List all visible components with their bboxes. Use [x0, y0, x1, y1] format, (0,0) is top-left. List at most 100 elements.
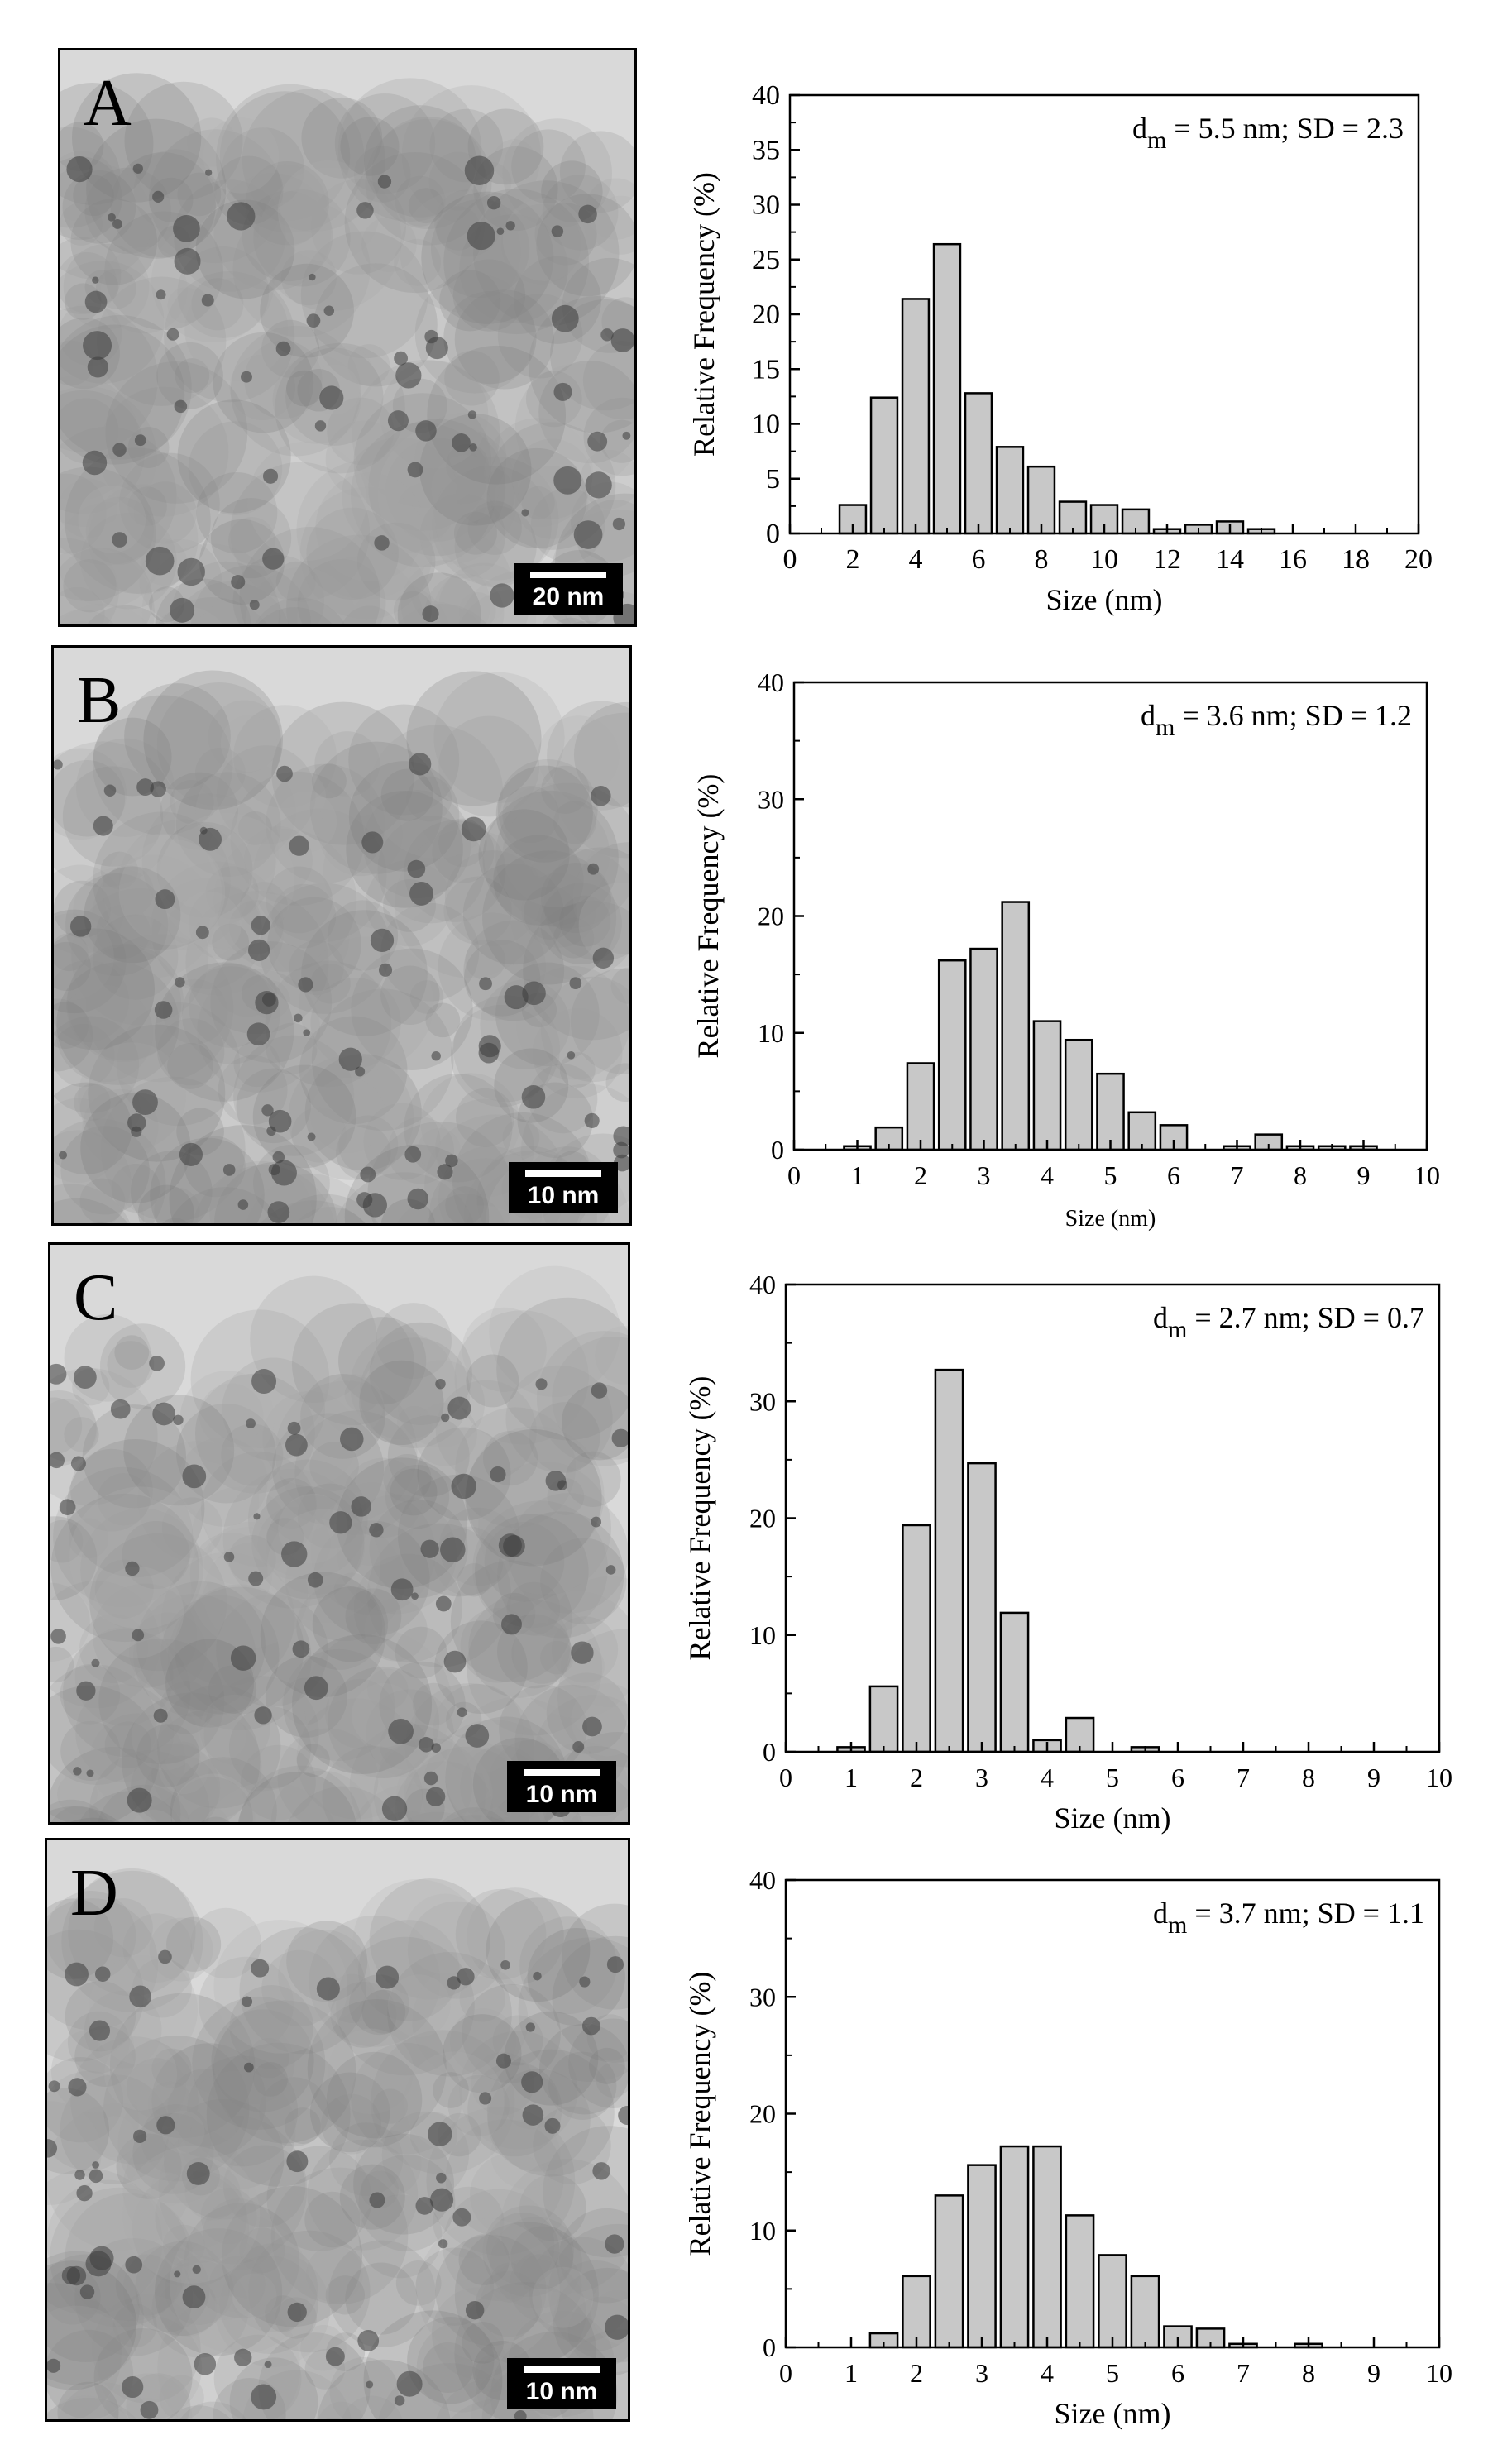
x-tick-label: 3 [975, 1763, 988, 1792]
x-tick-label: 0 [783, 544, 797, 575]
x-tick-label: 8 [1294, 1160, 1307, 1190]
annotation-subscript: m [1168, 1316, 1187, 1343]
annotation-value: = 3.7 nm; SD = 1.1 [1187, 1897, 1424, 1930]
y-tick-label: 10 [752, 409, 780, 440]
annotation-value: = 3.6 nm; SD = 1.2 [1175, 699, 1412, 732]
y-axis-label: Relative Frequency (%) [683, 1376, 716, 1661]
x-tick-label: 4 [909, 544, 923, 575]
x-tick-label: 0 [779, 2358, 792, 2388]
histogram-bar [1032, 2145, 1062, 2349]
annotation-value: = 5.5 nm; SD = 2.3 [1166, 112, 1404, 145]
annotation-symbol: d [1153, 1301, 1168, 1334]
histogram-bar [937, 959, 967, 1151]
x-tick-label: 6 [972, 544, 986, 575]
x-tick-label: 0 [787, 1160, 801, 1190]
x-tick-label: 5 [1104, 1160, 1117, 1190]
histogram-bar [906, 1062, 935, 1151]
histogram-bar [1064, 1038, 1093, 1151]
x-tick-label: 8 [1035, 544, 1049, 575]
scale-bar-label: 20 nm [533, 583, 605, 610]
annotation-subscript: m [1147, 127, 1166, 154]
y-tick-label: 40 [749, 1865, 776, 1895]
y-tick-label: 0 [763, 1737, 776, 1767]
annotation-symbol: d [1153, 1897, 1168, 1930]
micrograph-c: C 10 nm [48, 1242, 630, 1825]
annotation-subscript: m [1156, 714, 1175, 741]
mean-sd-annotation: dm = 3.6 nm; SD = 1.2 [1141, 699, 1412, 741]
y-tick-label: 0 [766, 519, 780, 549]
x-tick-label: 9 [1357, 1160, 1371, 1190]
x-tick-label: 7 [1237, 2358, 1250, 2388]
x-tick-label: 5 [1106, 2358, 1119, 2388]
histogram-bar [932, 242, 962, 535]
y-tick-label: 30 [752, 190, 780, 221]
micrograph-b: B 10 nm [51, 645, 632, 1226]
histogram-bar [868, 1685, 899, 1753]
x-tick-label: 9 [1367, 2358, 1380, 2388]
micrograph-b-image: B 10 nm [54, 648, 629, 1223]
x-axis-label: Size (nm) [1065, 1206, 1156, 1232]
plot-frame [784, 1283, 1441, 1753]
x-axis-label: Size (nm) [1055, 1801, 1171, 1835]
histogram-bar [1065, 2214, 1095, 2349]
x-tick-label: 3 [975, 2358, 988, 2388]
y-tick-label: 20 [749, 2099, 776, 2129]
x-tick-label: 12 [1153, 544, 1181, 575]
scale-bar-line [525, 1170, 601, 1177]
x-tick-label: 0 [779, 1763, 792, 1792]
annotation-symbol: d [1132, 112, 1147, 145]
histogram-bar [902, 2275, 931, 2349]
annotation-subscript: m [1168, 1911, 1187, 1939]
x-tick-label: 3 [978, 1160, 991, 1190]
mean-sd-annotation: dm = 5.5 nm; SD = 2.3 [1132, 112, 1404, 154]
micrograph-d: D 10 nm [45, 1838, 630, 2422]
micrograph-c-image: C 10 nm [50, 1245, 628, 1822]
histogram-bar [967, 1462, 997, 1753]
y-axis-label: Relative Frequency (%) [683, 1972, 716, 2256]
panel-letter: A [84, 67, 132, 140]
x-tick-label: 4 [1041, 1160, 1054, 1190]
scale-bar-label: 10 nm [528, 1182, 600, 1209]
histogram-bar [999, 1611, 1030, 1753]
x-tick-label: 1 [851, 1160, 864, 1190]
mean-sd-annotation: dm = 3.7 nm; SD = 1.1 [1153, 1897, 1424, 1939]
x-tick-label: 8 [1302, 1763, 1315, 1792]
histogram-bar [902, 1524, 931, 1753]
histogram-bar [1130, 2275, 1160, 2349]
x-tick-label: 18 [1342, 544, 1370, 575]
x-tick-label: 2 [910, 1763, 923, 1792]
scale-bar-label: 10 nm [526, 1781, 598, 1808]
histogram-bar [1032, 1020, 1062, 1151]
x-tick-label: 2 [846, 544, 860, 575]
y-tick-label: 35 [752, 135, 780, 165]
histogram-a: 0 2 4 6 8 10 12 14 16 18 20 0 5 10 15 20 25 30 35 40 Size (n… [687, 80, 1433, 616]
y-tick-label: 10 [749, 1620, 776, 1650]
x-tick-label: 5 [1106, 1763, 1119, 1792]
x-tick-label: 14 [1216, 544, 1244, 575]
y-tick-label: 20 [752, 299, 780, 330]
mean-sd-annotation: dm = 2.7 nm; SD = 0.7 [1153, 1301, 1424, 1343]
x-tick-label: 2 [910, 2358, 923, 2388]
x-tick-label: 10 [1426, 1763, 1452, 1792]
panel-letter: C [74, 1261, 117, 1334]
micrograph-a: A 20 nm [58, 48, 637, 627]
y-tick-label: 10 [749, 2216, 776, 2246]
y-tick-label: 40 [758, 667, 784, 697]
histogram-d: 0 1 2 3 4 5 6 7 8 9 10 0 10 20 30 40 Size (nm) Relative F… [683, 1865, 1452, 2430]
panel-letter: D [70, 1857, 118, 1930]
y-tick-label: 5 [766, 464, 780, 495]
x-tick-label: 6 [1171, 2358, 1184, 2388]
histogram-bar [1096, 1072, 1125, 1151]
histogram-bar [934, 1368, 964, 1753]
x-axis-label: Size (nm) [1055, 2397, 1171, 2430]
y-tick-label: 30 [749, 1982, 776, 2012]
x-tick-label: 7 [1237, 1763, 1250, 1792]
micrograph-d-image: D 10 nm [47, 1840, 628, 2419]
x-tick-label: 9 [1367, 1763, 1380, 1792]
x-tick-label: 8 [1302, 2358, 1315, 2388]
x-tick-label: 1 [845, 1763, 858, 1792]
histogram-c: 0 1 2 3 4 5 6 7 8 9 10 0 10 20 30 40 Size (nm) Relative F… [683, 1270, 1452, 1835]
x-tick-label: 6 [1167, 1160, 1180, 1190]
x-tick-label: 6 [1171, 1763, 1184, 1792]
y-tick-label: 40 [752, 80, 780, 111]
